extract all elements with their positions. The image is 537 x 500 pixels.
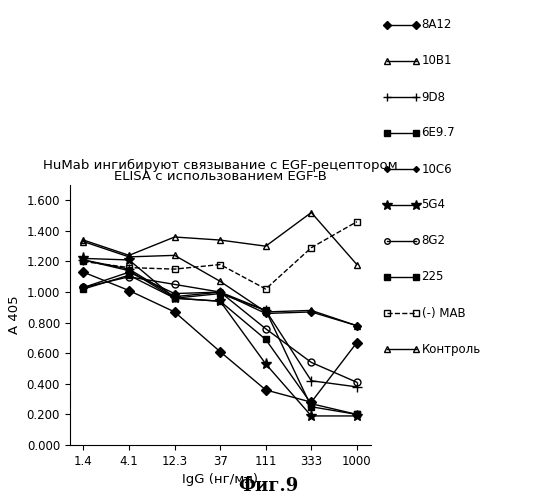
Y-axis label: A 405: A 405: [8, 296, 21, 335]
Text: (-) MAB: (-) MAB: [422, 306, 465, 320]
Text: 8G2: 8G2: [422, 234, 446, 248]
Text: 9D8: 9D8: [422, 90, 446, 104]
Text: 8A12: 8A12: [422, 18, 452, 32]
Text: 10C6: 10C6: [422, 162, 452, 175]
Text: 225: 225: [422, 270, 444, 283]
X-axis label: IgG (нг/мл): IgG (нг/мл): [182, 474, 258, 486]
Text: 6E9.7: 6E9.7: [422, 126, 455, 140]
Text: Фиг.9: Фиг.9: [238, 477, 299, 495]
Text: ELISA с использованием EGF-B: ELISA с использованием EGF-B: [114, 170, 326, 182]
Text: 10B1: 10B1: [422, 54, 452, 68]
Text: HuMab ингибируют связывание с EGF-рецептором: HuMab ингибируют связывание с EGF-рецепт…: [43, 160, 397, 172]
Text: 5G4: 5G4: [422, 198, 446, 211]
Text: Контроль: Контроль: [422, 342, 481, 355]
